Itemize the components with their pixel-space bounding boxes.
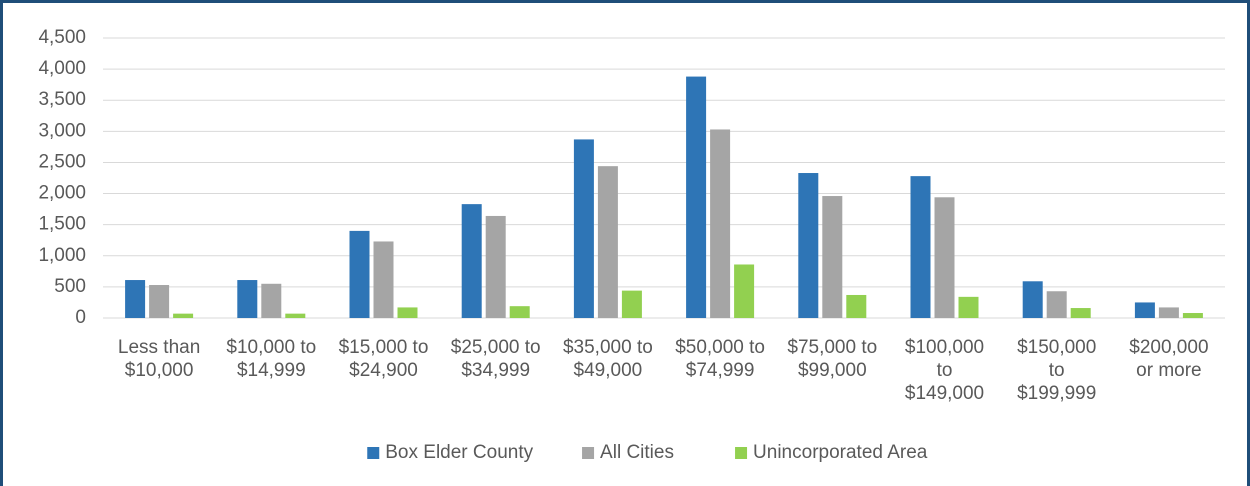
y-tick-label: 2,000 (38, 183, 86, 204)
bar (173, 313, 194, 318)
x-tick-label: $35,000 to $49,000 (562, 337, 653, 381)
x-tick-label: $75,000 to $99,000 (787, 337, 878, 381)
bar (822, 196, 843, 318)
legend-label: Box Elder County (385, 442, 533, 463)
bar (1070, 308, 1091, 318)
bar (373, 241, 394, 318)
bar (509, 306, 530, 318)
bar (1046, 291, 1067, 318)
bar (485, 215, 506, 318)
bar (798, 173, 819, 318)
bar (285, 313, 306, 318)
bar (349, 230, 370, 318)
bar (958, 296, 979, 318)
legend-label: Unincorporated Area (753, 442, 928, 463)
y-tick-label: 1,500 (38, 214, 86, 235)
bar (910, 176, 931, 318)
bar (621, 290, 642, 318)
x-tick-label: $200,000 or more (1129, 337, 1209, 381)
x-tick-label: $50,000 to $74,999 (675, 337, 765, 381)
bar (573, 139, 594, 318)
bar (734, 264, 755, 318)
y-tick-label: 500 (54, 276, 86, 297)
bar (710, 129, 731, 318)
bar (686, 76, 707, 318)
y-tick-label: 2,500 (38, 151, 86, 172)
bar (461, 204, 482, 318)
y-tick-label: 4,000 (38, 58, 86, 79)
bar (934, 197, 955, 318)
x-tick-label: Less than $10,000 (117, 337, 201, 381)
bar (1134, 302, 1155, 318)
bar (125, 280, 146, 318)
legend-swatch (367, 447, 380, 459)
y-tick-label: 4,500 (38, 27, 86, 48)
y-tick-label: 1,000 (38, 245, 86, 266)
bar (597, 166, 618, 318)
bar (846, 294, 867, 318)
bar (1182, 313, 1203, 318)
bar (1022, 281, 1043, 318)
bar (397, 307, 418, 318)
legend-swatch (735, 447, 748, 459)
y-tick-label: 3,500 (38, 89, 86, 110)
x-tick-label: $15,000 to $24,900 (338, 337, 429, 381)
bar (237, 280, 258, 318)
bar (149, 285, 170, 318)
y-tick-label: 3,000 (38, 120, 86, 141)
bar (1158, 307, 1179, 318)
x-tick-label: $10,000 to $14,999 (226, 337, 317, 381)
legend-swatch (582, 447, 595, 459)
x-tick-label: $150,000 to $199,999 (1017, 337, 1097, 404)
x-tick-label: $25,000 to $34,999 (450, 337, 541, 381)
y-tick-label: 0 (75, 307, 86, 328)
x-tick-label: $100,000 to $149,000 (904, 337, 985, 404)
legend-label: All Cities (600, 442, 674, 463)
bar (261, 283, 282, 318)
